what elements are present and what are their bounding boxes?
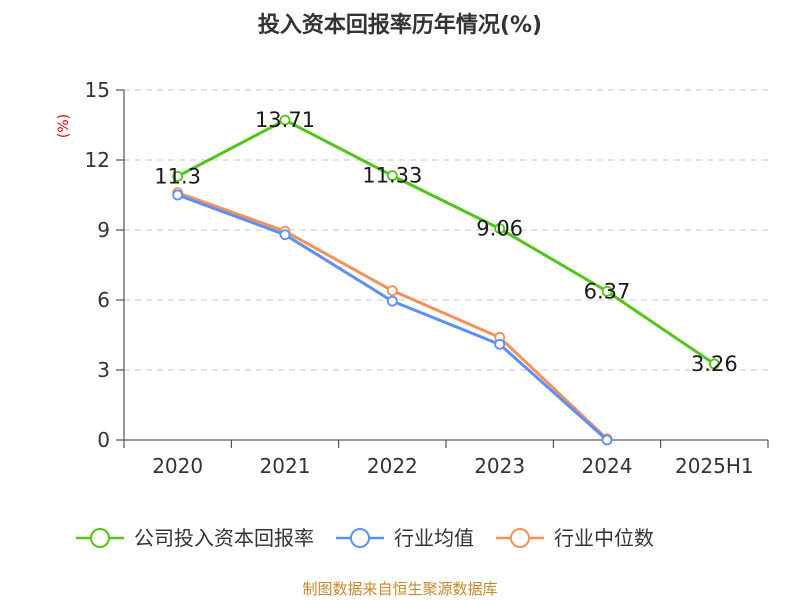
y-tick-label: 6 <box>97 288 110 312</box>
legend-label: 行业中位数 <box>554 526 654 550</box>
data-point <box>279 114 291 126</box>
data-point <box>494 223 506 235</box>
data-point <box>601 285 613 297</box>
data-point <box>601 434 613 446</box>
y-tick-label: 0 <box>97 428 110 452</box>
legend-marker <box>510 528 530 548</box>
x-tick-label: 2023 <box>474 454 525 478</box>
legend-item[interactable]: 公司投入资本回报率 <box>76 526 314 550</box>
y-tick-label: 3 <box>97 358 110 382</box>
data-point <box>386 295 398 307</box>
legend-label: 行业均值 <box>394 526 474 550</box>
legend: 公司投入资本回报率 行业均值 行业中位数 <box>76 526 654 550</box>
gridlines <box>124 89 768 371</box>
y-axis-unit-label: (%) <box>56 114 72 138</box>
source-note: 制图数据来自恒生聚源数据库 <box>302 580 497 598</box>
x-tick-label: 2022 <box>367 454 418 478</box>
data-point <box>172 170 184 182</box>
data-point <box>386 170 398 182</box>
data-label: 3.26 <box>691 352 738 376</box>
y-tick-label: 12 <box>85 148 110 172</box>
chart-title: 投入资本回报率历年情况(%) <box>258 12 542 38</box>
legend-label: 公司投入资本回报率 <box>134 526 314 550</box>
x-tick-label: 2020 <box>152 454 203 478</box>
data-label: 11.3 <box>154 164 201 188</box>
data-point <box>386 285 398 297</box>
y-tick-label: 9 <box>97 218 110 242</box>
data-point <box>494 338 506 350</box>
data-label: 13.71 <box>255 108 315 132</box>
data-label: 11.33 <box>362 164 422 188</box>
x-tick-label: 2021 <box>260 454 311 478</box>
axes: 0 3 6 9 12 15 2020 2021 2022 2023 2024 2025H1 <box>85 78 769 478</box>
legend-marker <box>90 528 110 548</box>
y-tick-label: 15 <box>85 78 110 102</box>
x-tick-label: 2025H1 <box>675 454 754 478</box>
data-point <box>279 229 291 241</box>
legend-item[interactable]: 行业中位数 <box>496 526 654 550</box>
series-line <box>177 193 608 442</box>
data-label: 9.06 <box>476 217 523 241</box>
series-lines <box>172 114 720 446</box>
data-label: 6.37 <box>584 279 631 303</box>
legend-item[interactable]: 行业均值 <box>336 526 474 550</box>
data-labels: 11.3 13.71 11.33 9.06 6.37 3.26 <box>154 108 737 376</box>
x-tick-label: 2024 <box>582 454 633 478</box>
series-line <box>176 118 716 366</box>
data-point <box>172 189 184 201</box>
data-point <box>708 358 720 370</box>
legend-marker <box>350 528 370 548</box>
